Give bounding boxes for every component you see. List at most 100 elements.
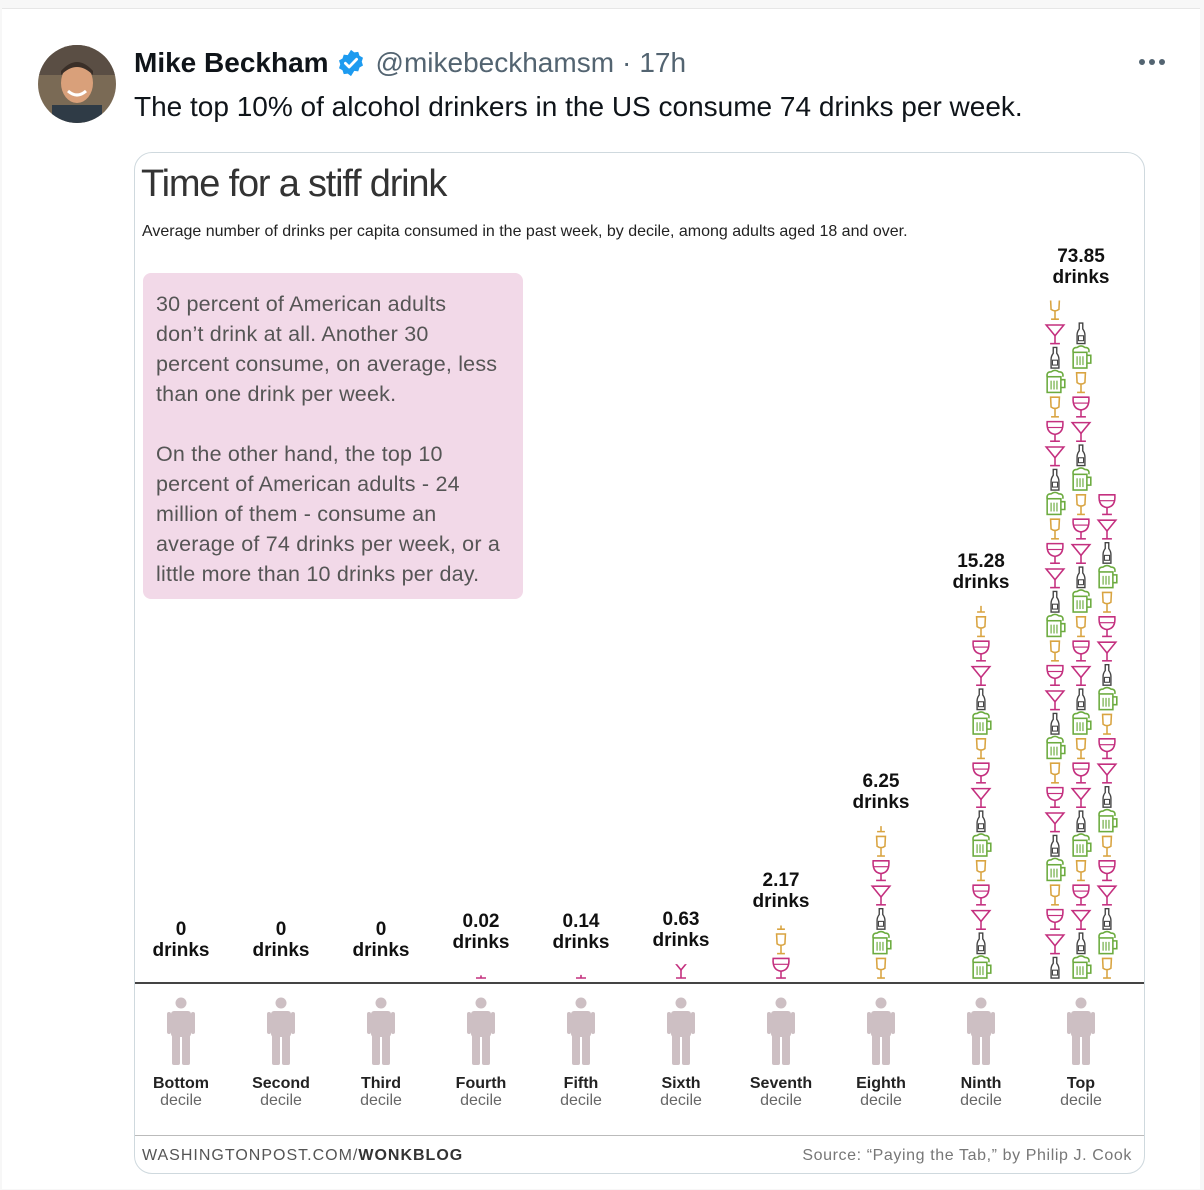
timestamp[interactable]: 17h [639,47,687,78]
partial-drink [877,826,885,833]
beer-mug-icon [1072,833,1092,857]
author-name[interactable]: Mike Beckham [134,47,329,78]
value-label: 0 drinks [252,919,310,961]
more-options-icon[interactable] [1132,47,1172,77]
beer-bottle-icon [1050,834,1060,857]
wine-glass-icon [1072,396,1090,418]
decile-name: Ninth [960,1075,1002,1092]
decile-name: Third [361,1075,401,1092]
beer-bottle-icon [1076,932,1086,955]
decile-word: decile [760,1092,802,1109]
beer-mug-icon [1098,686,1118,711]
wine-glass-icon [1098,738,1116,760]
decile-drink-stack [1044,300,1118,979]
drink-icons-chart [476,300,1118,979]
decile-name: Seventh [749,1075,813,1092]
champagne-glass-icon [1101,713,1113,735]
beer-mug-icon [1098,930,1118,955]
decile-drink-stack [970,605,992,979]
champagne-glass-icon [1075,860,1087,882]
decile-label: Second decile [226,1075,336,1109]
champagne-glass-icon [875,957,887,979]
champagne-glass-icon [1049,396,1061,418]
decile-label: Fourth decile [426,1075,536,1109]
annotation-paragraph-1: 30 percent of American adults don’t drin… [156,292,498,406]
martini-glass-icon [1044,324,1066,345]
beer-mug-icon [1046,369,1066,394]
champagne-glass-icon [1101,957,1113,979]
wine-glass-icon [576,974,586,979]
champagne-glass-icon [1049,640,1061,662]
chart-title: Time for a stiff drink [141,163,447,205]
value-label: 0 drinks [352,919,410,961]
wine-glass-icon [476,975,486,979]
chart-baseline [135,982,1144,984]
tweet: Mike Beckham @mikebeckhamsm · 17h The to… [2,8,1200,1189]
decile-label: Eighth decile [826,1075,936,1109]
footer-source: Source: “Paying the Tab,” by Philip J. C… [802,1147,1132,1164]
avatar[interactable] [38,45,116,123]
decile-word: decile [260,1092,302,1109]
partial-drink [675,964,687,979]
wine-glass-icon [1098,494,1116,516]
partial-drink [977,605,985,613]
champagne-glass-icon [1075,616,1087,638]
martini-glass-icon [970,787,992,809]
value-label: 0.63 drinks [652,909,710,952]
wine-glass-icon [1098,860,1116,882]
value-label: 0 drinks [152,919,210,961]
separator-dot: · [622,47,632,78]
wine-glass-icon [972,762,990,784]
decile-word: decile [560,1092,602,1109]
beer-bottle-icon [1076,566,1086,589]
tweet-text: The top 10% of alcohol drinkers in the U… [134,91,1023,122]
beer-mug-icon [1072,589,1092,613]
footer-divider [135,1135,1144,1136]
value-label: 15.28 drinks [952,550,1010,593]
footer-credit: WASHINGTONPOST.COM/WONKBLOG [142,1147,463,1165]
wine-glass-icon [1072,518,1090,540]
beer-bottle-icon [1050,346,1060,369]
martini-glass-icon [1070,543,1092,565]
martini-glass-icon [1096,519,1118,540]
partial-drink [777,925,785,931]
decile-label: Sixth decile [626,1075,736,1109]
wine-glass-icon [1072,762,1090,784]
wine-glass-icon [1098,616,1116,638]
martini-glass-icon [1044,934,1066,955]
martini-glass-icon [1096,885,1118,906]
decile-drink-stack [675,964,687,979]
wine-glass-icon [972,884,990,906]
decile-label: Ninth decile [926,1075,1036,1109]
annotation-paragraph-2: On the other hand, the top 10 percent of… [156,442,501,586]
decile-name: Bottom [153,1075,209,1092]
martini-glass-icon [970,665,992,687]
value-label: 73.85 drinks [1052,245,1110,288]
person-icon [867,997,895,1065]
beer-bottle-icon [1102,907,1112,930]
person-icon [967,997,995,1065]
martini-glass-icon [1096,763,1118,784]
decile-word: decile [1060,1092,1102,1109]
chart-image-card[interactable]: Time for a stiff drink Average number of… [134,152,1145,1174]
decile-name: Top [1066,1075,1096,1092]
decile-name: Fourth [455,1075,507,1092]
beer-bottle-icon [1102,663,1112,686]
champagne-glass-icon [877,826,885,833]
annotation-box: 30 percent of American adults don’t drin… [143,273,523,599]
champagne-glass-icon [775,933,787,955]
beer-bottle-icon [1050,590,1060,613]
champagne-glass-icon [1075,494,1087,516]
beer-bottle-icon [1076,688,1086,711]
beer-mug-icon [1098,564,1118,589]
martini-glass-icon [1044,690,1066,711]
decile-word: decile [860,1092,902,1109]
beer-mug-icon [1046,857,1066,882]
author-handle[interactable]: @mikebeckhamsm [375,47,615,78]
beer-mug-icon [972,955,992,979]
martini-glass-icon [675,964,687,979]
person-icon [567,997,595,1065]
decile-label: Third decile [326,1075,436,1109]
wine-glass-icon [1072,640,1090,662]
beer-bottle-icon [1102,785,1112,808]
